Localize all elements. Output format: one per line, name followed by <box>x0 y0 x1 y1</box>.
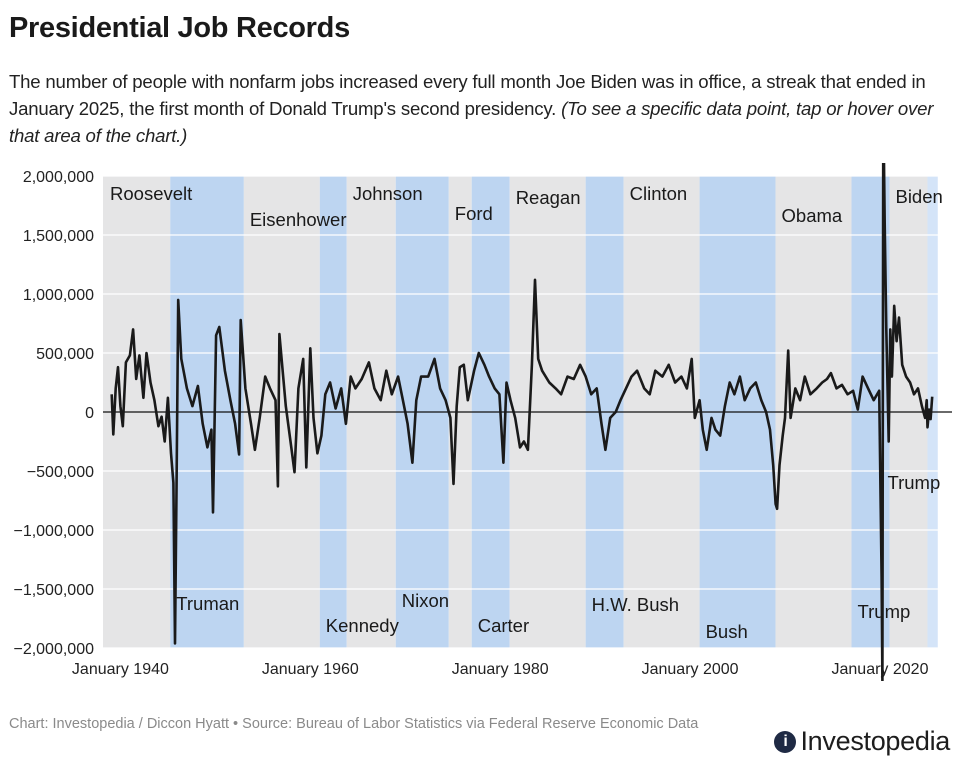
x-tick-label: January 1960 <box>262 661 359 678</box>
y-tick-label: −2,000,000 <box>13 641 94 658</box>
y-tick-label: 1,500,000 <box>23 228 94 245</box>
president-label: Nixon <box>402 590 449 611</box>
y-axis: 2,000,000 1,500,000 1,000,000 500,000 0 −500,… <box>13 169 94 658</box>
x-tick-label: January 2020 <box>832 661 929 678</box>
president-label: Eisenhower <box>250 209 347 230</box>
president-labels: Roosevelt Truman Eisenhower Kennedy Johnson N… <box>110 183 943 642</box>
investopedia-logo[interactable]: i Investopedia <box>774 726 950 757</box>
y-tick-label: 1,000,000 <box>23 287 94 304</box>
y-tick-label: 500,000 <box>36 346 94 363</box>
president-label: Kennedy <box>326 615 400 636</box>
president-label: Biden <box>895 186 942 207</box>
president-label: Clinton <box>630 183 688 204</box>
chart-subtitle: The number of people with nonfarm jobs i… <box>9 68 949 149</box>
y-tick-label: −1,000,000 <box>13 523 94 540</box>
subtitle-note: (To see a specific data point, tap or ho… <box>9 98 934 146</box>
logo-text: Investopedia <box>800 726 950 756</box>
footer-credit: Chart: Investopedia / Diccon Hyatt • Sou… <box>9 716 699 732</box>
president-label: H.W. Bush <box>592 594 679 615</box>
page-title: Presidential Job Records <box>9 12 350 44</box>
president-label: Obama <box>782 205 843 226</box>
y-tick-label: 0 <box>85 405 94 422</box>
president-label: Trump <box>887 472 940 493</box>
y-tick-label: −500,000 <box>27 464 94 481</box>
x-axis: January 1940 January 1960 January 1980 Janu… <box>72 661 929 678</box>
president-label: Truman <box>176 593 239 614</box>
jobs-change-line[interactable] <box>110 163 934 681</box>
president-label: Bush <box>706 621 748 642</box>
x-tick-label: January 2000 <box>642 661 739 678</box>
president-label: Carter <box>478 615 529 636</box>
logo-mark-icon: i <box>774 730 797 753</box>
president-label: Roosevelt <box>110 183 192 204</box>
y-tick-label: 2,000,000 <box>23 169 94 186</box>
chart[interactable]: 2,000,000 1,500,000 1,000,000 500,000 0 −500,… <box>0 0 960 700</box>
x-tick-label: January 1940 <box>72 661 169 678</box>
gridlines <box>103 175 952 649</box>
x-tick-label: January 1980 <box>452 661 549 678</box>
president-label: Johnson <box>353 183 423 204</box>
president-label: Trump <box>858 601 911 622</box>
subtitle-text: The number of people with nonfarm jobs i… <box>9 71 926 119</box>
president-label: Ford <box>455 203 493 224</box>
y-tick-label: −1,500,000 <box>13 582 94 599</box>
president-label: Reagan <box>516 187 581 208</box>
